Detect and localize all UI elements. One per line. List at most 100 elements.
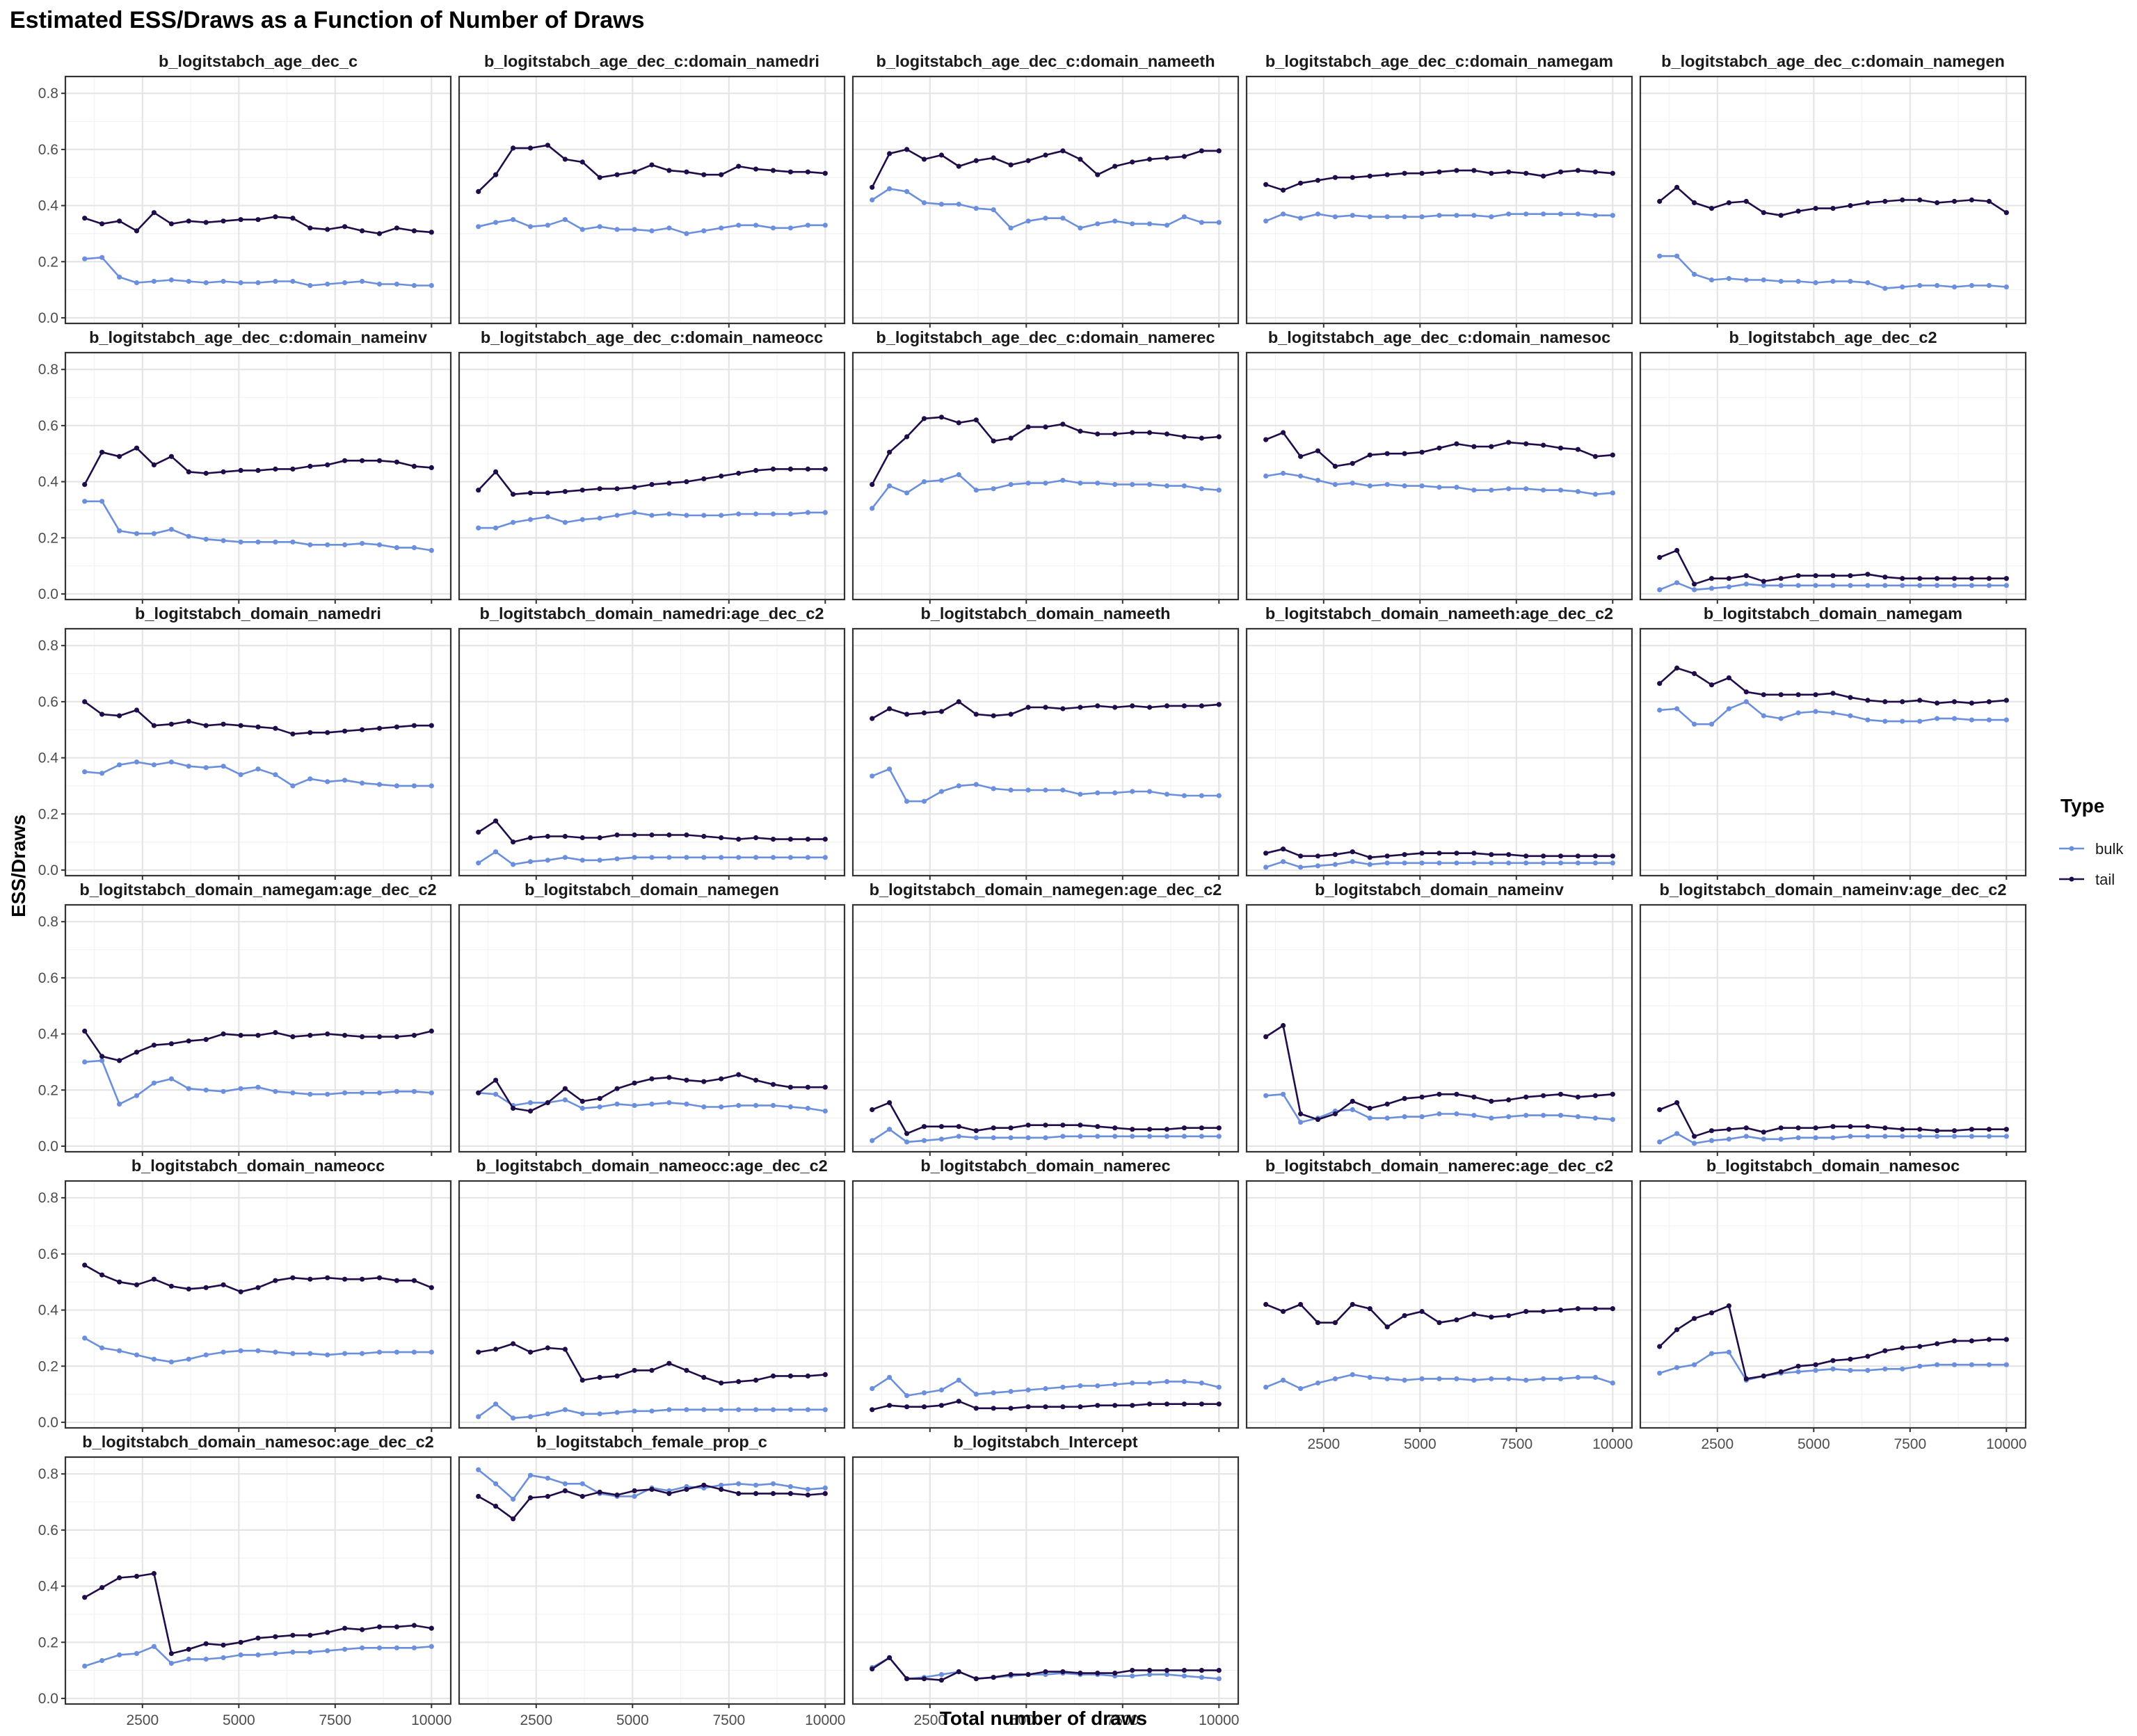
data-point-bulk — [1025, 787, 1031, 793]
data-point-tail — [1592, 1093, 1598, 1098]
data-point-bulk — [476, 1467, 481, 1472]
x-tick-label: 5000 — [223, 1712, 255, 1728]
data-point-tail — [1263, 1034, 1269, 1040]
data-point-tail — [1402, 1095, 1407, 1101]
data-point-bulk — [956, 783, 961, 789]
data-point-bulk — [203, 280, 209, 286]
data-point-bulk — [186, 1086, 191, 1091]
data-point-tail — [1506, 852, 1512, 858]
data-point-bulk — [1865, 583, 1871, 588]
data-point-bulk — [1008, 1135, 1014, 1141]
data-point-bulk — [1130, 1134, 1135, 1139]
data-point-bulk — [493, 849, 499, 855]
data-point-tail — [1708, 1128, 1715, 1134]
data-point-bulk — [1951, 716, 1958, 721]
data-point-bulk — [1830, 710, 1836, 716]
data-point-tail — [151, 210, 157, 216]
data-point-bulk — [290, 1090, 296, 1095]
facet-panel: b_logitstabch_age_dec_c2 — [1639, 328, 2027, 604]
data-point-tail — [991, 438, 996, 444]
data-point-bulk — [770, 1102, 776, 1108]
data-point-tail — [1813, 206, 1818, 211]
data-point-bulk — [1454, 1111, 1459, 1117]
data-point-tail — [1708, 206, 1715, 211]
data-point-bulk — [238, 539, 243, 545]
data-point-tail — [991, 155, 996, 161]
y-tick-label: 0.0 — [38, 1691, 58, 1707]
data-point-bulk — [1969, 583, 1974, 588]
data-point-bulk — [134, 1650, 140, 1656]
x-tick-label: 10000 — [1199, 1712, 1239, 1728]
facet-title: b_logitstabch_female_prop_c — [536, 1433, 767, 1451]
data-point-bulk — [1008, 225, 1014, 231]
data-point-tail — [805, 1492, 810, 1498]
data-point-tail — [1095, 1671, 1100, 1676]
data-point-tail — [562, 489, 568, 495]
data-point-tail — [221, 469, 226, 475]
data-point-bulk — [1384, 1376, 1390, 1381]
data-point-bulk — [411, 282, 417, 289]
data-point-tail — [870, 1407, 875, 1413]
data-point-bulk — [307, 1649, 313, 1655]
data-point-bulk — [614, 227, 620, 232]
data-point-tail — [562, 1086, 568, 1091]
data-point-tail — [394, 459, 400, 465]
data-point-bulk — [1592, 1374, 1598, 1380]
data-point-tail — [186, 218, 191, 224]
data-point-tail — [973, 1406, 979, 1411]
data-point-tail — [1761, 1373, 1766, 1379]
data-point-bulk — [1541, 1376, 1546, 1381]
data-point-bulk — [753, 855, 759, 860]
data-point-bulk — [1043, 1135, 1048, 1141]
data-point-tail — [938, 1124, 944, 1130]
data-point-bulk — [117, 1348, 122, 1353]
data-point-bulk — [151, 762, 157, 768]
data-point-tail — [238, 1033, 243, 1038]
data-point-bulk — [255, 539, 261, 545]
data-point-tail — [787, 169, 793, 175]
data-point-tail — [1454, 1091, 1459, 1097]
data-point-tail — [342, 1625, 348, 1631]
y-tick-label: 0.6 — [38, 1246, 58, 1262]
data-point-tail — [1043, 1123, 1048, 1128]
data-point-tail — [493, 172, 499, 177]
data-point-tail — [1986, 1337, 1992, 1342]
data-point-tail — [342, 224, 348, 230]
data-point-tail — [1523, 853, 1529, 859]
data-point-tail — [1164, 155, 1170, 161]
data-point-bulk — [1795, 710, 1801, 716]
facet-title: b_logitstabch_domain_nameeth:age_dec_c2 — [1265, 604, 1613, 622]
data-point-tail — [1112, 163, 1118, 169]
data-point-tail — [394, 1624, 400, 1630]
data-point-bulk — [1489, 1376, 1494, 1381]
data-point-tail — [1281, 1022, 1286, 1029]
data-point-bulk — [1986, 583, 1992, 588]
data-point-bulk — [1060, 478, 1066, 483]
data-point-bulk — [168, 527, 174, 532]
data-point-bulk — [1350, 1372, 1355, 1377]
data-point-tail — [1025, 1672, 1031, 1678]
data-point-tail — [1969, 1338, 1974, 1344]
data-point-bulk — [1489, 214, 1494, 220]
data-point-tail — [545, 1345, 551, 1351]
facet-title: b_logitstabch_age_dec_c:domain_nameeth — [876, 52, 1215, 70]
facet-title: b_logitstabch_age_dec_c:domain_namerec — [876, 328, 1215, 346]
data-point-tail — [973, 1676, 979, 1682]
data-point-bulk — [1095, 1134, 1100, 1139]
data-point-bulk — [579, 1481, 585, 1486]
data-point-bulk — [1830, 583, 1836, 588]
data-point-bulk — [1350, 1107, 1355, 1113]
data-point-bulk — [1761, 583, 1766, 588]
data-point-tail — [1298, 1301, 1304, 1308]
data-point-bulk — [1558, 1113, 1564, 1118]
data-point-bulk — [1130, 221, 1135, 227]
data-point-bulk — [870, 197, 875, 203]
data-point-tail — [870, 1666, 875, 1672]
data-point-bulk — [99, 1657, 105, 1664]
data-point-bulk — [1181, 1134, 1187, 1139]
data-point-tail — [579, 835, 585, 841]
data-point-bulk — [1708, 1351, 1715, 1356]
data-point-bulk — [1900, 583, 1905, 588]
data-point-bulk — [1199, 220, 1204, 225]
data-point-tail — [736, 470, 742, 476]
